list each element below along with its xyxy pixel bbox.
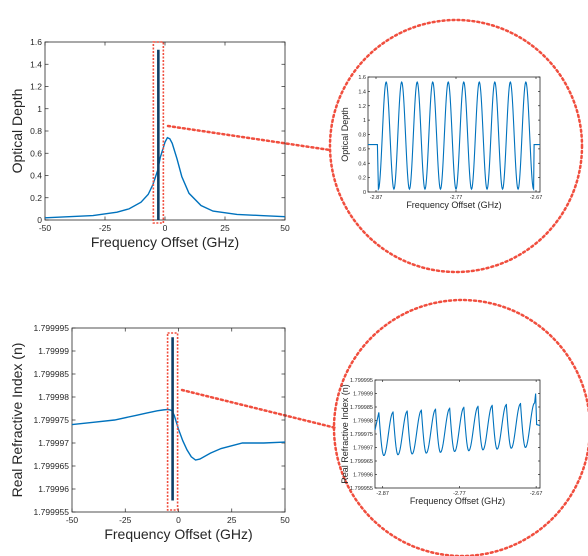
- y-axis-label: Optical Depth: [9, 89, 25, 174]
- x-tick-label: -2.87: [376, 491, 389, 497]
- y-tick-label: 0.6: [30, 148, 42, 158]
- x-tick-label: 25: [227, 515, 237, 525]
- y-tick-label: 1.4: [358, 89, 366, 95]
- refractive-index-zoom-panel: -2.87 -2.77 -2.67 1.799955 1.79996 1.799965 1.…: [340, 378, 542, 506]
- x-tick-label: -2.77: [453, 491, 466, 497]
- x-tick-label: -2.77: [450, 195, 463, 201]
- y-tick-label: 1.799975: [350, 432, 373, 438]
- y-tick-label: 1.2: [358, 104, 366, 110]
- y-axis-label: Optical Depth: [340, 107, 350, 162]
- zoom-highlight-box: [166, 332, 179, 511]
- y-tick-label: 0: [363, 190, 366, 196]
- y-tick-label: 1.79996: [353, 473, 373, 479]
- x-axis-label: Frequency Offset (GHz): [91, 234, 239, 250]
- x-tick-label: 25: [220, 223, 230, 233]
- y-tick-label: 0.4: [358, 161, 366, 167]
- zoom-circle: [332, 298, 588, 556]
- y-axis-label: Real Refractive Index (n): [340, 384, 350, 484]
- y-tick-label: 1.799955: [34, 507, 70, 517]
- y-tick-label: 1.79997: [38, 438, 69, 448]
- x-axis-label: Frequency Offset (GHz): [410, 496, 505, 506]
- y-tick-label: 1.2: [30, 82, 42, 92]
- y-tick-label: 1.799965: [350, 459, 373, 465]
- optical-depth-zoom-panel: -2.87 -2.77 -2.67 0 0.2 0.4 0.6 0.8 1 1.2 1.4 1.6 Fr…: [340, 75, 542, 210]
- axes-frame: [44, 41, 286, 221]
- y-tick-label: 1.79998: [353, 419, 373, 425]
- x-tick-label: -2.67: [530, 491, 543, 497]
- x-tick-label: -50: [66, 515, 79, 525]
- series-line: [368, 80, 540, 192]
- y-tick-label: 1.4: [30, 59, 42, 69]
- y-tick-label: 1.6: [358, 75, 366, 81]
- x-axis-label: Frequency Offset (GHz): [406, 200, 501, 210]
- callout-line: [180, 388, 338, 430]
- x-tick-label: 0: [176, 515, 181, 525]
- refractive-index-panel: -50 -25 0 25 50 1.799955 1.79996 1.799965 1.7999…: [9, 323, 290, 542]
- x-tick-label: 50: [280, 223, 290, 233]
- y-tick-label: 0.6: [358, 147, 366, 153]
- x-tick-label: -2.87: [370, 195, 383, 201]
- y-tick-label: 0.8: [30, 126, 42, 136]
- y-tick-label: 1: [37, 104, 42, 114]
- y-tick-label: 1.79999: [353, 392, 373, 398]
- series-line: [374, 393, 541, 457]
- y-tick-label: 1.799985: [34, 369, 70, 379]
- y-tick-label: 0.8: [358, 133, 366, 139]
- y-tick-label: 0: [37, 215, 42, 225]
- series-line: [44, 136, 286, 219]
- y-tick-label: 1.799955: [350, 486, 373, 492]
- optical-depth-panel: -50 -25 0 25 50 0 0.2 0.4 0.6 0.8 1 1.2 1.4 1.6 Freque…: [9, 37, 290, 250]
- y-tick-label: 1.799995: [34, 323, 70, 333]
- callout-line: [166, 124, 332, 152]
- y-tick-label: 0.4: [30, 171, 42, 181]
- y-tick-label: 1.79999: [38, 346, 69, 356]
- zoom-callouts: [166, 18, 588, 556]
- y-tick-label: 1.799965: [34, 461, 70, 471]
- y-tick-label: 1.79998: [38, 392, 69, 402]
- y-tick-label: 1: [363, 118, 366, 124]
- x-axis-label: Frequency Offset (GHz): [104, 526, 252, 542]
- zoom-circle: [328, 18, 584, 274]
- y-tick-label: 0.2: [30, 193, 42, 203]
- y-tick-label: 1.799975: [34, 415, 70, 425]
- y-tick-label: 1.799995: [350, 378, 373, 384]
- axes-frame: [71, 327, 286, 513]
- x-tick-label: -25: [119, 515, 132, 525]
- y-axis-label: Real Refractive Index (n): [9, 343, 25, 498]
- y-tick-label: 1.79997: [353, 446, 373, 452]
- x-tick-label: 0: [163, 223, 168, 233]
- y-tick-label: 1.6: [30, 37, 42, 47]
- y-tick-label: 1.79996: [38, 484, 69, 494]
- series-line: [71, 408, 286, 461]
- y-tick-label: 1.799985: [350, 405, 373, 411]
- x-tick-label: 50: [280, 515, 290, 525]
- x-tick-label: -2.67: [530, 195, 543, 201]
- x-tick-label: -50: [39, 223, 52, 233]
- zoom-highlight-box: [152, 41, 165, 224]
- y-tick-label: 0.2: [358, 176, 366, 182]
- x-tick-label: -25: [99, 223, 112, 233]
